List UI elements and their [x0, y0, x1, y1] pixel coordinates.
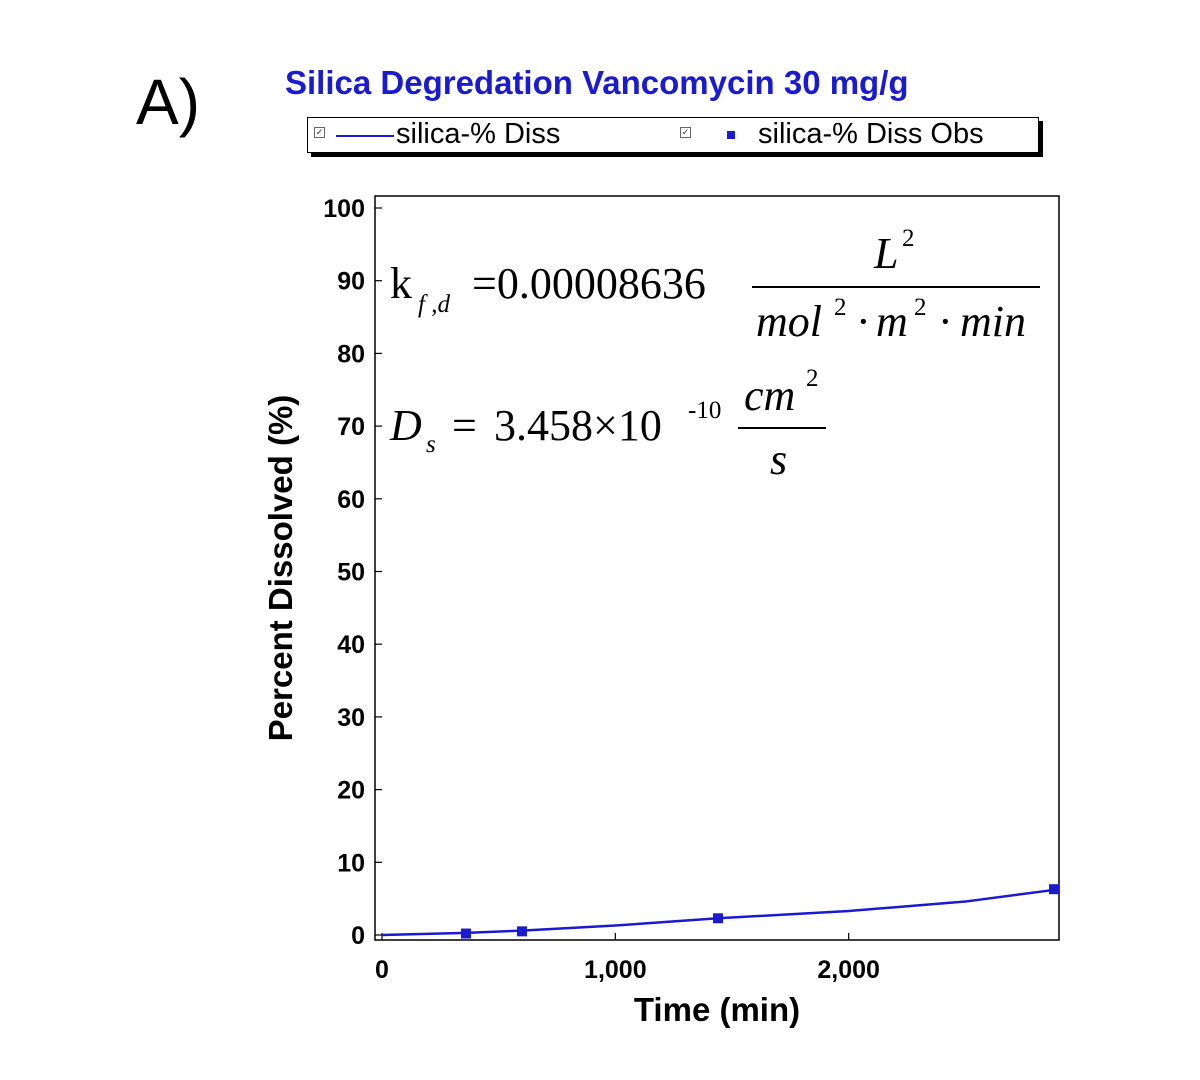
x-tick-label: 2,000: [817, 956, 880, 984]
y-tick-label: 90: [337, 268, 365, 296]
kfd-value: =0.00008636: [472, 259, 706, 308]
series-layer: [381, 884, 1059, 939]
legend-checkbox-icon[interactable]: ✓: [680, 127, 691, 138]
data-point: [517, 926, 527, 937]
ds-denominator: s: [770, 435, 788, 484]
y-tick-label: 30: [337, 704, 365, 732]
plot-frame: [374, 195, 1060, 941]
ds-numerator-exponent: 2: [806, 365, 819, 392]
x-tick-label: 0: [375, 956, 389, 984]
x-axis-title: Time (min): [634, 991, 800, 1028]
ds-symbol: D: [390, 401, 422, 450]
kfd-denominator-dot: ·: [856, 297, 871, 346]
kfd-denominator-mol: mol: [756, 297, 822, 346]
x-axis: 0 1,000 2,000: [375, 933, 880, 984]
legend-line-swatch: [336, 135, 394, 137]
data-point: [1049, 884, 1059, 895]
kfd-denominator-m: m: [876, 297, 908, 346]
y-tick-label: 80: [337, 340, 365, 368]
kfd-fraction-bar: [752, 286, 1040, 288]
data-point: [713, 913, 723, 924]
y-tick-label: 50: [337, 559, 365, 587]
chart-legend: ✓ silica-% Diss ✓ silica-% Diss Obs: [307, 117, 1039, 153]
y-axis-title: Percent Dissolved (%): [262, 395, 299, 742]
kfd-denominator-m-exponent: 2: [914, 294, 927, 321]
y-tick-label: 10: [337, 849, 365, 877]
kfd-subscript: f ,d: [418, 291, 450, 318]
x-tick-label: 1,000: [584, 956, 647, 984]
chart-title: Silica Degredation Vancomycin 30 mg/g: [285, 64, 909, 101]
ds-fraction-bar: [738, 427, 826, 429]
series-line-1: [381, 888, 1055, 937]
y-tick-label: 0: [351, 922, 365, 950]
legend-marker-swatch: [727, 131, 735, 139]
y-tick-label: 100: [323, 195, 365, 223]
y-tick-label: 70: [337, 413, 365, 441]
kfd-numerator-exponent: 2: [902, 225, 915, 252]
y-tick-label: 20: [337, 777, 365, 805]
legend-label-series-2: silica-% Diss Obs: [758, 118, 984, 150]
kfd-denominator-dot: ·: [938, 297, 953, 346]
data-point: [461, 928, 471, 939]
legend-label-series-1: silica-% Diss: [396, 118, 561, 150]
y-tick-label: 40: [337, 631, 365, 659]
kfd-numerator: L: [874, 229, 899, 278]
ds-subscript: s: [426, 431, 436, 458]
kfd-denominator-mol-exponent: 2: [834, 294, 847, 321]
ds-equals: =: [452, 401, 477, 450]
legend-checkbox-icon[interactable]: ✓: [314, 127, 325, 138]
ds-value: 3.458×10: [494, 401, 662, 450]
panel-label: A): [136, 66, 200, 138]
kfd-symbol: k: [390, 259, 412, 308]
y-tick-label: 60: [337, 486, 365, 514]
ds-exponent: -10: [688, 397, 722, 424]
ds-numerator: cm: [744, 371, 796, 420]
y-axis: 0 10 20 30 40 50 60 70 80 90 100: [323, 195, 382, 950]
kfd-denominator-min: min: [960, 297, 1026, 346]
